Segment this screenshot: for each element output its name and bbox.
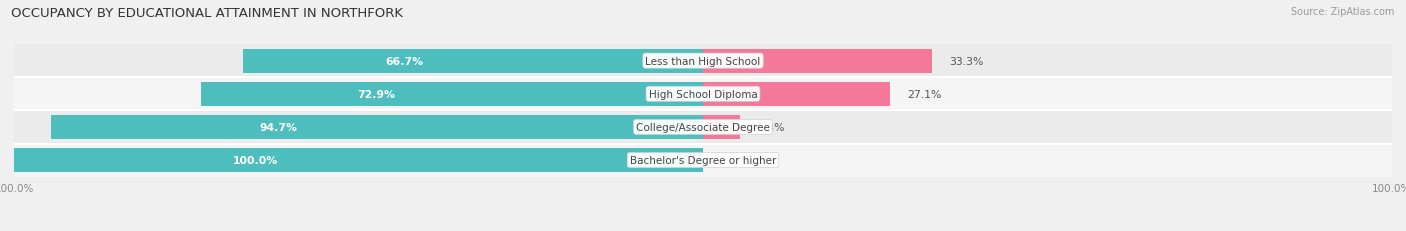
Text: 33.3%: 33.3% (949, 56, 984, 66)
Bar (703, 49, 932, 73)
Bar (14, 144, 1392, 177)
Bar (14, 45, 1392, 78)
Bar (14, 149, 703, 172)
Bar (51, 116, 703, 139)
Bar (243, 49, 703, 73)
Text: Source: ZipAtlas.com: Source: ZipAtlas.com (1291, 7, 1395, 17)
Text: College/Associate Degree: College/Associate Degree (636, 122, 770, 132)
Text: 66.7%: 66.7% (385, 56, 423, 66)
Text: 0.0%: 0.0% (720, 155, 748, 165)
Bar (703, 82, 890, 106)
Bar (201, 82, 703, 106)
Text: Bachelor's Degree or higher: Bachelor's Degree or higher (630, 155, 776, 165)
Bar (14, 78, 1392, 111)
Text: Less than High School: Less than High School (645, 56, 761, 66)
Bar (703, 116, 740, 139)
Text: 100.0%: 100.0% (232, 155, 278, 165)
Text: High School Diploma: High School Diploma (648, 89, 758, 99)
Text: 27.1%: 27.1% (907, 89, 941, 99)
Text: OCCUPANCY BY EDUCATIONAL ATTAINMENT IN NORTHFORK: OCCUPANCY BY EDUCATIONAL ATTAINMENT IN N… (11, 7, 404, 20)
Text: 94.7%: 94.7% (260, 122, 298, 132)
Text: 72.9%: 72.9% (357, 89, 395, 99)
Bar (14, 111, 1392, 144)
Text: 5.3%: 5.3% (756, 122, 785, 132)
